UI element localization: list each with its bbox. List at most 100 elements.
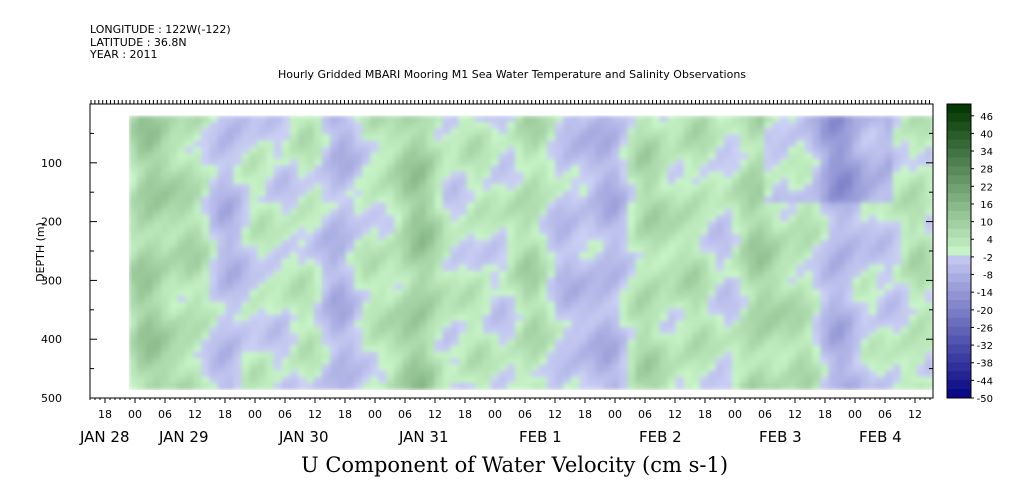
heatmap-cell xyxy=(900,184,910,192)
heatmap-cell xyxy=(346,339,355,347)
heatmap-cell xyxy=(257,202,267,210)
heatmap-cell xyxy=(161,277,170,285)
heatmap-cell xyxy=(281,289,291,297)
heatmap-cell xyxy=(458,246,468,254)
heatmap-cell xyxy=(587,190,597,198)
heatmap-cell xyxy=(563,184,572,192)
heatmap-cell xyxy=(249,196,259,204)
heatmap-cell xyxy=(579,302,589,310)
heatmap-cell xyxy=(482,333,492,341)
heatmap-cell xyxy=(836,246,846,254)
heatmap-cell xyxy=(699,271,709,279)
heatmap-cell xyxy=(828,159,838,167)
heatmap-cell xyxy=(683,358,693,366)
heatmap-cell xyxy=(410,252,420,260)
heatmap-cell xyxy=(265,264,275,272)
heatmap-cell xyxy=(442,115,452,123)
heatmap-cell xyxy=(531,271,540,279)
heatmap-cell xyxy=(619,115,629,123)
heatmap-cell xyxy=(410,146,420,154)
heatmap-cell xyxy=(667,153,677,161)
heatmap-cell xyxy=(748,115,757,123)
heatmap-cell xyxy=(884,153,894,161)
heatmap-cell xyxy=(177,289,187,297)
heatmap-cell xyxy=(563,295,572,303)
heatmap-cell xyxy=(683,177,693,185)
heatmap-cell xyxy=(434,153,444,161)
heatmap-cell xyxy=(153,295,162,303)
heatmap-cell xyxy=(217,339,227,347)
heatmap-cell xyxy=(265,382,275,390)
heatmap-cell xyxy=(675,258,685,266)
heatmap-cell xyxy=(402,358,412,366)
heatmap-cell xyxy=(506,153,516,161)
heatmap-cell xyxy=(667,246,677,254)
heatmap-cell xyxy=(643,233,653,241)
heatmap-cell xyxy=(193,258,203,266)
heatmap-cell xyxy=(780,308,790,316)
heatmap-cell xyxy=(217,128,227,136)
heatmap-cell xyxy=(450,233,460,241)
heatmap-cell xyxy=(539,314,548,322)
heatmap-cell xyxy=(514,283,524,291)
heatmap-cell xyxy=(209,258,219,266)
heatmap-cell xyxy=(579,382,589,390)
heatmap-cell xyxy=(185,382,195,390)
heatmap-cell xyxy=(772,121,782,129)
x-hour-tick-label: 12 xyxy=(788,408,802,421)
heatmap-cell xyxy=(321,115,331,123)
heatmap-cell xyxy=(522,184,532,192)
heatmap-cell xyxy=(330,146,339,154)
heatmap-cell xyxy=(756,358,765,366)
heatmap-cell xyxy=(844,202,854,210)
heatmap-cell xyxy=(756,277,765,285)
heatmap-cell xyxy=(619,184,629,192)
heatmap-cell xyxy=(281,327,291,335)
heatmap-cell xyxy=(707,240,717,248)
heatmap-cell xyxy=(563,283,572,291)
heatmap-cell xyxy=(185,351,195,359)
heatmap-cell xyxy=(796,289,806,297)
heatmap-cell xyxy=(482,277,492,285)
heatmap-cell xyxy=(868,252,878,260)
heatmap-cell xyxy=(426,221,436,229)
heatmap-cell xyxy=(281,358,291,366)
heatmap-cell xyxy=(514,376,524,384)
heatmap-cell xyxy=(571,153,581,161)
heatmap-cell xyxy=(643,252,653,260)
heatmap-cell xyxy=(289,121,299,129)
heatmap-cell xyxy=(740,345,749,353)
heatmap-cell xyxy=(442,171,452,179)
heatmap-cell xyxy=(900,215,910,223)
heatmap-cell xyxy=(547,202,556,210)
heatmap-cell xyxy=(908,184,918,192)
heatmap-cell xyxy=(603,308,613,316)
heatmap-cell xyxy=(458,215,468,223)
heatmap-cell xyxy=(892,283,902,291)
heatmap-cell xyxy=(539,364,548,372)
heatmap-cell xyxy=(916,165,926,173)
heatmap-cell xyxy=(836,333,846,341)
heatmap-cell xyxy=(338,208,347,216)
heatmap-cell xyxy=(225,345,235,353)
heatmap-cell xyxy=(281,339,291,347)
heatmap-cell xyxy=(169,177,179,185)
heatmap-cell xyxy=(707,134,717,142)
heatmap-cell xyxy=(651,314,661,322)
heatmap-cell xyxy=(547,227,556,235)
heatmap-cell xyxy=(699,215,709,223)
heatmap-cell xyxy=(386,289,396,297)
heatmap-cell xyxy=(860,302,870,310)
heatmap-cell xyxy=(836,283,846,291)
heatmap-cell xyxy=(370,289,380,297)
heatmap-cell xyxy=(362,289,371,297)
heatmap-cell xyxy=(531,215,540,223)
heatmap-cell xyxy=(362,271,371,279)
heatmap-cell xyxy=(571,277,581,285)
heatmap-cell xyxy=(748,264,757,272)
heatmap-cell xyxy=(522,345,532,353)
heatmap-cell xyxy=(691,146,701,154)
heatmap-cell xyxy=(346,171,355,179)
heatmap-cell xyxy=(185,153,195,161)
